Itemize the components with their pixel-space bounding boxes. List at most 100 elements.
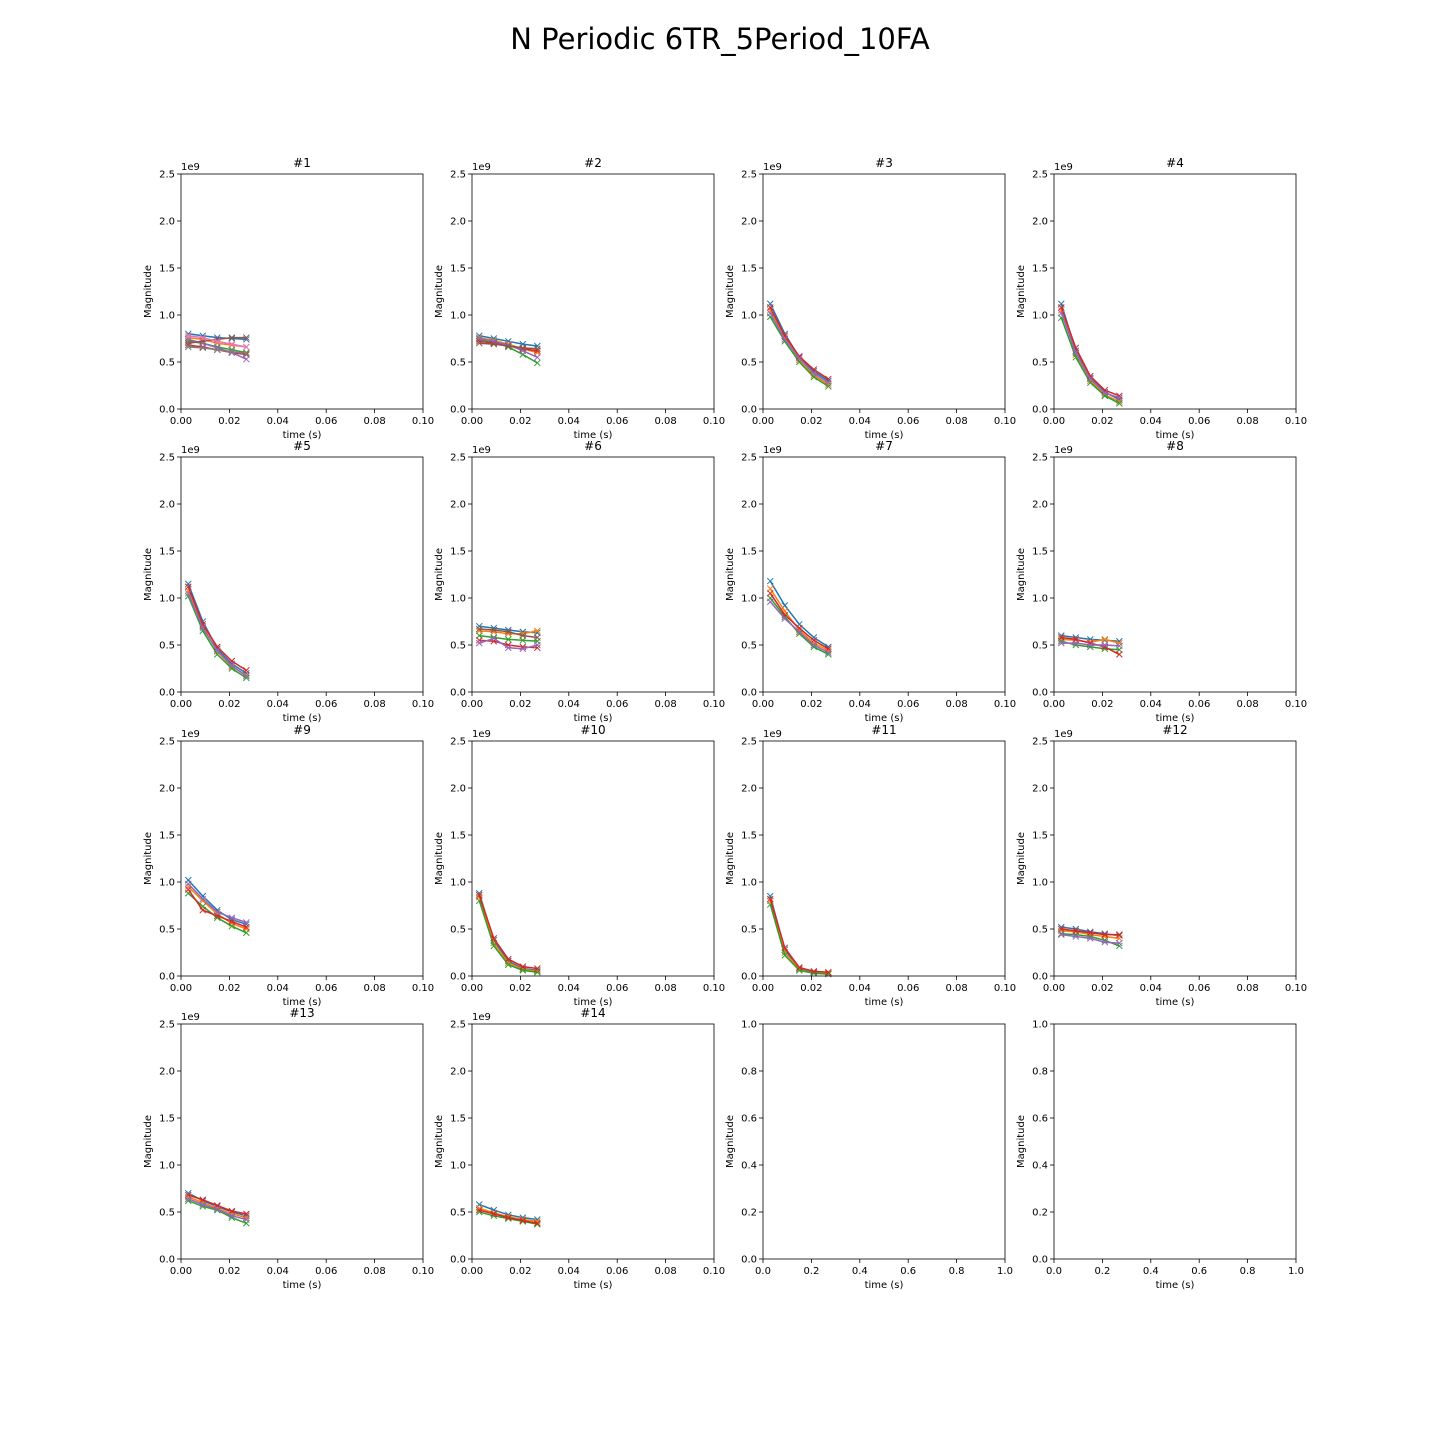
data-point [519, 632, 527, 639]
data-point [1101, 641, 1109, 649]
x-tick-label: 0.04 [267, 983, 289, 994]
plot-area [475, 1201, 541, 1228]
y-offset-label: 1e9 [1054, 729, 1073, 740]
subplot-7: 0.00 0.02 0.04 0.06 0.08 0.10 0.0 0.5 1.0 1.5 2.0 2… [725, 439, 1016, 724]
subplot-title: #1 [293, 156, 311, 170]
data-point [504, 961, 512, 969]
y-tick-label: 1.5 [741, 547, 757, 558]
x-tick-label: 0.10 [1285, 699, 1307, 710]
y-axis-label: Magnitude [725, 548, 736, 601]
y-tick-label: 1.5 [159, 547, 175, 558]
axes-frame [180, 173, 424, 410]
series-line-1 [187, 583, 247, 674]
y-tick-label: 0.5 [1032, 641, 1048, 652]
x-tick-label: 0.06 [897, 416, 919, 427]
subplot-9: 0.00 0.02 0.04 0.06 0.08 0.10 0.0 0.5 1.0 1.5 2.0 2… [143, 723, 434, 1008]
x-tick-label: 0.10 [412, 1266, 434, 1277]
x-tick-label: 0.06 [897, 983, 919, 994]
data-point [1115, 651, 1123, 658]
x-tick-label: 0.04 [267, 1266, 289, 1277]
y-axis-label: Magnitude [143, 265, 154, 318]
axes-frame [762, 740, 1006, 977]
data-point [199, 906, 207, 914]
y-axis-label: Magnitude [143, 1115, 154, 1168]
x-tick-label: 0.2 [803, 1266, 819, 1277]
data-point [504, 341, 512, 349]
data-point [228, 340, 236, 348]
x-tick-label: 0.04 [849, 416, 871, 427]
plot-area [766, 892, 832, 978]
x-tick-label: 0.06 [315, 699, 337, 710]
data-point [490, 626, 498, 634]
data-point [504, 628, 512, 636]
x-tick-label: 0.10 [994, 983, 1016, 994]
plot-area [184, 330, 250, 363]
data-point [766, 895, 774, 903]
y-tick-label: 0.2 [1032, 1208, 1048, 1219]
data-point [824, 651, 832, 658]
x-tick-label: 0.08 [945, 699, 967, 710]
x-tick-label: 0.00 [461, 1266, 483, 1277]
series-line-4 [478, 894, 538, 970]
data-point [533, 641, 541, 649]
data-point [213, 908, 221, 916]
y-tick-label: 0.5 [741, 358, 757, 369]
subplot-title: #10 [580, 723, 605, 737]
data-point [1101, 389, 1109, 397]
data-point [1072, 349, 1080, 356]
x-tick-label: 0.04 [1140, 983, 1162, 994]
data-point [766, 598, 774, 606]
y-tick-label: 0.5 [159, 925, 175, 936]
data-point [242, 672, 250, 680]
plot-area [184, 580, 250, 682]
series-line-1 [1060, 303, 1120, 401]
y-tick-label: 2.0 [159, 217, 175, 228]
data-point [533, 634, 541, 641]
y-tick-label: 0.5 [159, 1208, 175, 1219]
data-point [1086, 375, 1094, 383]
y-axis-label: Magnitude [1016, 265, 1027, 318]
y-tick-label: 0.0 [741, 1255, 757, 1266]
data-point [824, 968, 832, 976]
x-tick-label: 0.04 [1140, 416, 1162, 427]
x-tick-label: 0.8 [1240, 1266, 1256, 1277]
y-tick-label: 2.0 [1032, 500, 1048, 511]
y-tick-label: 0.5 [741, 925, 757, 936]
data-point [184, 580, 192, 588]
x-tick-label: 0.00 [752, 416, 774, 427]
y-tick-label: 2.0 [450, 217, 466, 228]
y-offset-label: 1e9 [472, 162, 491, 173]
data-point [199, 624, 207, 632]
data-point [199, 897, 207, 905]
data-point [781, 615, 789, 623]
data-point [1057, 925, 1065, 933]
y-tick-label: 1.0 [1032, 311, 1048, 322]
y-offset-label: 1e9 [763, 162, 782, 173]
y-tick-label: 0.5 [450, 641, 466, 652]
data-point [228, 334, 236, 341]
x-tick-label: 0.02 [218, 1266, 240, 1277]
subplot-title: #4 [1166, 156, 1184, 170]
x-tick-label: 0.06 [606, 416, 628, 427]
y-tick-label: 1.0 [741, 878, 757, 889]
data-point [1086, 929, 1094, 937]
y-tick-label: 0.0 [1032, 405, 1048, 416]
x-tick-label: 0.10 [412, 416, 434, 427]
y-offset-label: 1e9 [1054, 162, 1073, 173]
data-point [1057, 634, 1065, 641]
data-point [475, 625, 483, 633]
data-point [228, 662, 236, 670]
data-point [533, 965, 541, 972]
x-tick-label: 0.04 [558, 1266, 580, 1277]
x-tick-label: 0.02 [800, 416, 822, 427]
y-tick-label: 0.8 [1032, 1067, 1048, 1078]
x-tick-label: 0.10 [703, 416, 725, 427]
y-tick-label: 1.5 [159, 264, 175, 275]
y-axis-label: Magnitude [725, 832, 736, 885]
series-line-1 [769, 580, 829, 648]
axes-frame [471, 740, 715, 977]
y-tick-label: 2.5 [1032, 453, 1048, 464]
x-axis-label: time (s) [574, 430, 613, 441]
plot-area [1057, 632, 1123, 658]
